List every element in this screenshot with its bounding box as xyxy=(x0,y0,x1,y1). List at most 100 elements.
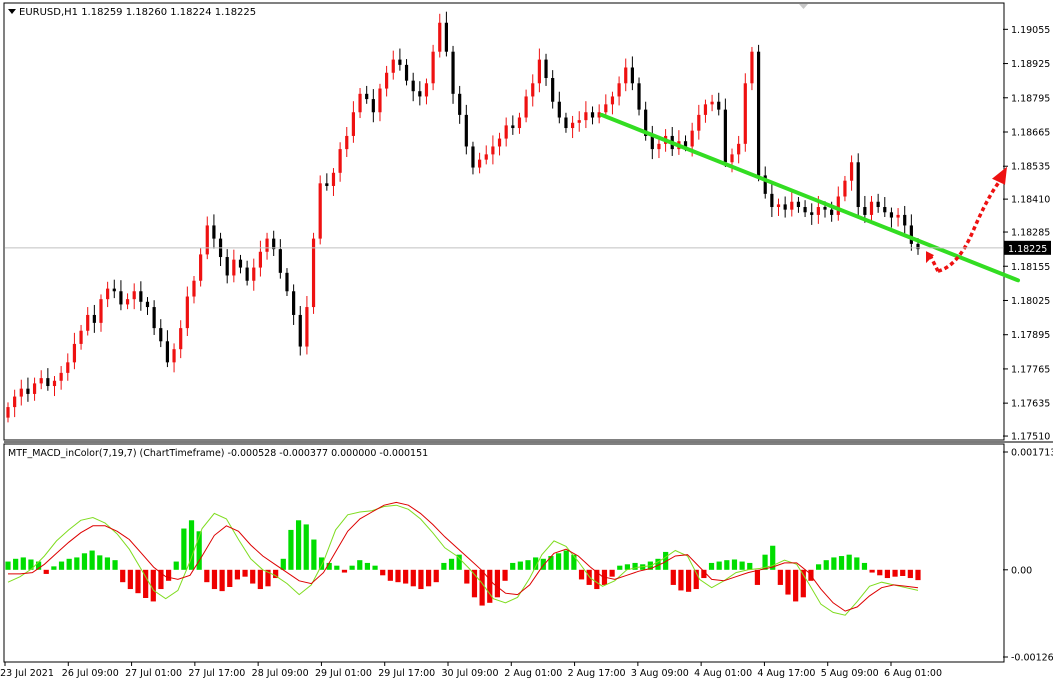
candle-body xyxy=(916,243,920,250)
candle-body xyxy=(810,212,814,215)
candle-body xyxy=(524,96,528,118)
candle-body xyxy=(617,83,621,97)
candle-body xyxy=(132,291,136,300)
chart-menu-triangle-icon[interactable] xyxy=(8,9,16,14)
time-tick-label: 6 Aug 01:00 xyxy=(884,668,942,679)
macd-bar-negative xyxy=(242,569,248,577)
candle-body xyxy=(52,380,57,387)
macd-bar-negative xyxy=(127,569,133,590)
macd-bar-positive xyxy=(188,520,195,570)
macd-bar-positive xyxy=(51,566,57,570)
macd-bar-negative xyxy=(158,569,164,590)
candle-body xyxy=(531,83,535,97)
macd-main-line xyxy=(7,504,919,616)
candle-body xyxy=(849,162,854,181)
macd-bar-positive xyxy=(303,524,309,570)
macd-bar-positive xyxy=(823,560,829,570)
macd-tick-label: 0.00 xyxy=(1011,565,1032,576)
macd-bar-negative xyxy=(234,569,241,580)
candle-body xyxy=(404,64,409,81)
candle-body xyxy=(458,93,462,115)
candle-body xyxy=(564,117,568,129)
macd-signal-line xyxy=(8,501,919,612)
price-tick-label: 1.18925 xyxy=(1011,59,1050,70)
macd-bar-negative xyxy=(387,569,393,581)
current-price-badge xyxy=(1004,240,1051,255)
macd-bar-negative xyxy=(869,569,875,573)
candle-body xyxy=(796,201,801,208)
macd-bar-negative xyxy=(165,569,172,581)
price-tick-label: 1.18025 xyxy=(1011,296,1050,307)
candle-body xyxy=(285,272,289,292)
candle-body xyxy=(398,59,402,65)
macd-bar-positive xyxy=(311,539,317,570)
candle-body xyxy=(338,149,342,173)
candle-body xyxy=(570,122,575,129)
macd-bar-negative xyxy=(693,569,699,590)
candle-body xyxy=(444,22,448,52)
candle-body xyxy=(517,117,522,129)
candle-body xyxy=(424,83,429,97)
macd-bar-positive xyxy=(624,564,631,570)
macd-bar-negative xyxy=(219,569,225,592)
candle-body xyxy=(411,80,415,92)
indicator-panel-frame xyxy=(3,443,1005,663)
candle-body xyxy=(624,67,628,84)
candle-body xyxy=(637,83,641,110)
time-tick-label: 29 Jul 01:00 xyxy=(315,668,372,679)
macd-bar-negative xyxy=(892,569,898,577)
candle-body xyxy=(610,96,615,105)
projection-rise-arrow[interactable] xyxy=(937,179,1002,273)
candle-body xyxy=(13,396,17,408)
candle-body xyxy=(511,125,515,129)
macd-bar-positive xyxy=(533,557,539,570)
candle-body xyxy=(431,51,435,84)
macd-bar-positive xyxy=(288,529,294,570)
macd-bar-positive xyxy=(815,564,822,570)
candle-body xyxy=(79,330,83,344)
macd-bar-positive xyxy=(173,561,179,570)
macd-bar-positive xyxy=(196,531,202,570)
candle-body xyxy=(504,125,508,139)
macd-bar-positive xyxy=(563,550,569,570)
macd-bar-positive xyxy=(838,556,845,570)
time-tick-label: 26 Jul 09:00 xyxy=(62,668,119,679)
macd-bar-negative xyxy=(410,569,416,587)
macd-bar-positive xyxy=(326,562,332,570)
macd-bar-positive xyxy=(548,556,554,570)
shift-marker-icon[interactable] xyxy=(799,4,808,9)
symbol-header: EURUSD,H1 1.18259 1.18260 1.18224 1.1822… xyxy=(19,7,256,18)
macd-bar-negative xyxy=(433,569,439,583)
macd-bar-positive xyxy=(448,558,455,570)
projection-dip-arrow[interactable] xyxy=(928,254,940,272)
time-tick-label: 5 Aug 09:00 xyxy=(821,668,879,679)
candle-body xyxy=(119,291,123,305)
macd-bar-negative xyxy=(464,569,470,584)
candle-body xyxy=(305,307,309,347)
support-trendline[interactable] xyxy=(599,112,1020,283)
candle-body xyxy=(703,104,708,115)
candle-body xyxy=(717,101,721,110)
projection-arrowhead-icon xyxy=(926,251,934,264)
macd-bar-negative xyxy=(471,569,478,598)
macd-bar-positive xyxy=(739,561,745,570)
macd-bar-negative xyxy=(877,569,883,576)
candle-body xyxy=(418,91,422,97)
candle-body xyxy=(650,135,654,150)
candle-body xyxy=(584,112,588,121)
macd-bar-positive xyxy=(104,557,111,570)
candle-body xyxy=(331,172,336,186)
candle-body xyxy=(345,135,349,150)
macd-bar-positive xyxy=(456,554,462,570)
macd-bar-negative xyxy=(380,569,386,576)
candle-body xyxy=(909,225,913,244)
macd-bar-positive xyxy=(441,562,447,570)
macd-bar-negative xyxy=(502,569,508,581)
macd-bar-positive xyxy=(846,554,852,570)
candle-body xyxy=(577,120,581,123)
price-tick-label: 1.18535 xyxy=(1011,162,1050,173)
candle-body xyxy=(145,301,150,308)
macd-bar-negative xyxy=(395,569,401,583)
macd-bar-positive xyxy=(364,562,371,570)
